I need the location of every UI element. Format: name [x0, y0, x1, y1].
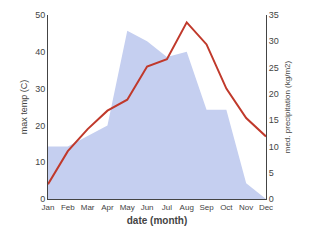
svg-text:Feb: Feb	[61, 203, 75, 212]
svg-text:Apr: Apr	[101, 203, 114, 212]
svg-text:0: 0	[269, 194, 274, 204]
svg-text:30: 30	[269, 36, 279, 46]
svg-text:May: May	[120, 203, 135, 212]
svg-text:0: 0	[40, 194, 45, 204]
svg-text:20: 20	[35, 121, 45, 131]
svg-text:35: 35	[269, 10, 279, 20]
svg-text:date (month): date (month)	[127, 215, 188, 226]
svg-text:Aug: Aug	[180, 203, 194, 212]
svg-text:20: 20	[269, 89, 279, 99]
svg-text:med. precipitation (kg/m2): med. precipitation (kg/m2)	[283, 60, 292, 153]
svg-text:Oct: Oct	[220, 203, 233, 212]
svg-text:50: 50	[35, 10, 45, 20]
svg-text:Nov: Nov	[239, 203, 253, 212]
svg-text:5: 5	[269, 168, 274, 178]
svg-text:Jan: Jan	[42, 203, 55, 212]
svg-text:max temp (C): max temp (C)	[19, 80, 29, 135]
svg-text:10: 10	[269, 142, 279, 152]
svg-text:30: 30	[35, 84, 45, 94]
svg-text:Jul: Jul	[162, 203, 172, 212]
svg-text:25: 25	[269, 63, 279, 73]
svg-text:Sep: Sep	[199, 203, 214, 212]
svg-text:Dec: Dec	[259, 203, 273, 212]
svg-text:Jun: Jun	[141, 203, 154, 212]
svg-text:15: 15	[269, 115, 279, 125]
svg-text:Mar: Mar	[81, 203, 95, 212]
svg-text:40: 40	[35, 47, 45, 57]
svg-text:10: 10	[35, 157, 45, 167]
